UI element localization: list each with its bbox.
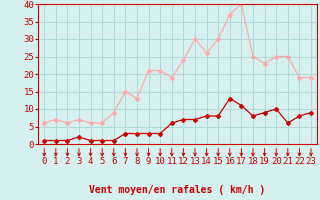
X-axis label: Vent moyen/en rafales ( km/h ): Vent moyen/en rafales ( km/h )	[90, 185, 266, 195]
